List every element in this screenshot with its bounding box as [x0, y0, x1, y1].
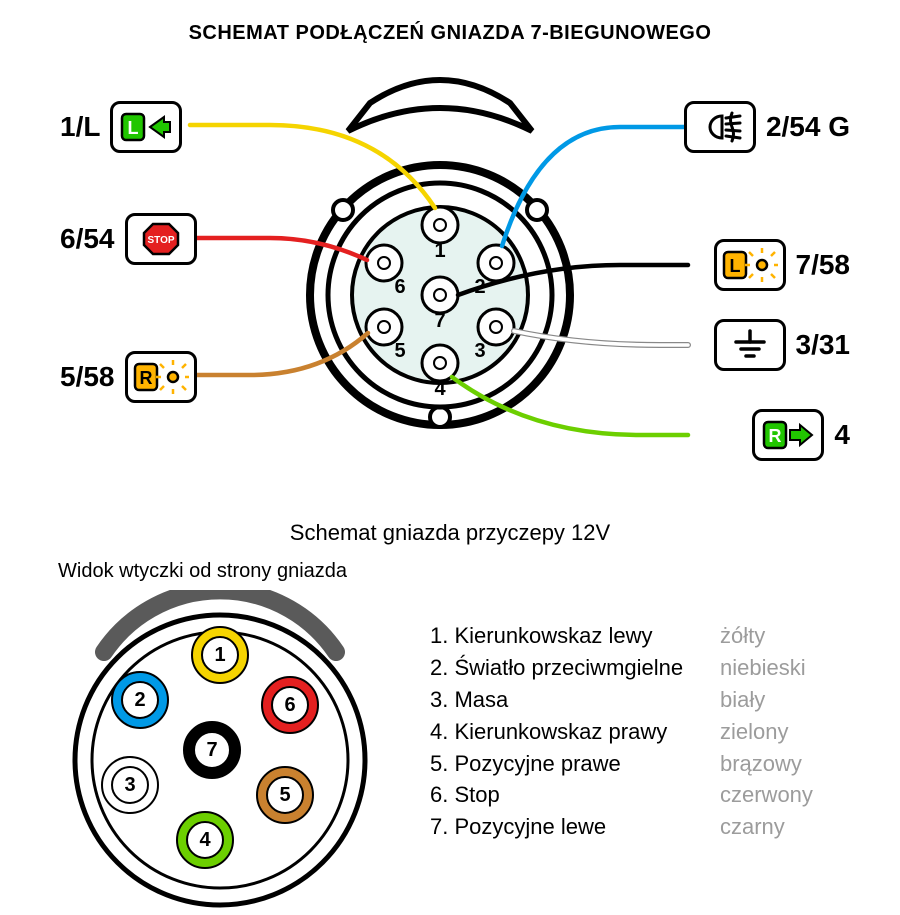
plug-pin-3: 3: [101, 756, 159, 814]
pin-7-label: 7/58 L: [714, 239, 851, 291]
legend-desc-1: 1. Kierunkowskaz lewy: [430, 620, 720, 652]
pin-4-code: 4: [834, 419, 850, 451]
svg-text:4: 4: [434, 378, 446, 400]
svg-text:1: 1: [434, 240, 445, 262]
svg-text:7: 7: [434, 310, 445, 332]
svg-text:3: 3: [474, 340, 485, 362]
fog-light-icon: [684, 101, 756, 153]
svg-text:L: L: [729, 256, 740, 276]
svg-text:6: 6: [394, 276, 405, 298]
plug-pin-1: 1: [191, 626, 249, 684]
pin-7-code: 7/58: [796, 249, 851, 281]
svg-text:R: R: [769, 426, 782, 446]
stop-icon: STOP: [125, 213, 197, 265]
legend-desc-4: 4. Kierunkowskaz prawy: [430, 716, 720, 748]
svg-text:2: 2: [474, 276, 485, 298]
socket-body: [310, 80, 570, 427]
legend-row-2: 2. Światło przeciwmgielneniebieski: [430, 652, 813, 684]
plug-pin-6: 6: [261, 676, 319, 734]
plug-pin-5-number: 5: [266, 776, 304, 814]
legend-desc-2: 2. Światło przeciwmgielne: [430, 652, 720, 684]
right-turn-icon: R: [752, 409, 824, 461]
left-turn-icon: L: [110, 101, 182, 153]
legend-color-3: biały: [720, 684, 765, 716]
pin-5-code: 5/58: [60, 361, 115, 393]
pin-2-code: 2/54 G: [766, 111, 850, 143]
pin-3-label: 3/31: [714, 319, 851, 371]
ground-icon: [714, 319, 786, 371]
legend-desc-6: 6. Stop: [430, 779, 720, 811]
pin-2-label: 2/54 G: [684, 101, 850, 153]
plug-pin-1-number: 1: [201, 636, 239, 674]
upper-subtitle: Schemat gniazda przyczepy 12V: [0, 520, 900, 546]
pin-6-code: 6/54: [60, 223, 115, 255]
svg-text:STOP: STOP: [147, 235, 174, 246]
legend-color-5: brązowy: [720, 748, 802, 780]
legend-desc-5: 5. Pozycyjne prawe: [430, 748, 720, 780]
plug-pin-4-number: 4: [186, 821, 224, 859]
legend-color-7: czarny: [720, 811, 785, 843]
pin-4-label: 4 R: [752, 409, 850, 461]
svg-text:5: 5: [394, 340, 405, 362]
legend-color-1: żółty: [720, 620, 765, 652]
svg-text:L: L: [128, 118, 139, 138]
legend-row-3: 3. Masabiały: [430, 684, 813, 716]
pin-6-label: 6/54 STOP: [60, 213, 197, 265]
right-parking-icon: R: [125, 351, 197, 403]
page-title: SCHEMAT PODŁĄCZEŃ GNIAZDA 7-BIEGUNOWEGO: [0, 0, 900, 45]
legend-color-2: niebieski: [720, 652, 806, 684]
legend-row-7: 7. Pozycyjne leweczarny: [430, 811, 813, 843]
legend-row-5: 5. Pozycyjne prawebrązowy: [430, 748, 813, 780]
plug-pin-7: 7: [183, 721, 241, 779]
legend-color-4: zielony: [720, 716, 788, 748]
legend-desc-7: 7. Pozycyjne lewe: [430, 811, 720, 843]
legend-row-1: 1. Kierunkowskaz lewyżółty: [430, 620, 813, 652]
plug-title: Widok wtyczki od strony gniazda: [58, 560, 870, 583]
legend-color-6: czerwony: [720, 779, 813, 811]
left-parking-icon: L: [714, 239, 786, 291]
legend: 1. Kierunkowskaz lewyżółty2. Światło prz…: [430, 620, 813, 843]
legend-row-6: 6. Stopczerwony: [430, 779, 813, 811]
socket-pins: 1 2 3 4 5 6 7: [366, 207, 514, 400]
pin-1-code: 1/L: [60, 111, 100, 143]
pin-3-code: 3/31: [796, 329, 851, 361]
pin-1-label: 1/L L: [60, 101, 182, 153]
pin-5-label: 5/58 R: [60, 351, 197, 403]
svg-text:R: R: [139, 368, 152, 388]
plug-pin-5: 5: [256, 766, 314, 824]
legend-row-4: 4. Kierunkowskaz prawyzielony: [430, 716, 813, 748]
plug-pin-6-number: 6: [271, 686, 309, 724]
plug-pin-2-number: 2: [121, 681, 159, 719]
legend-desc-3: 3. Masa: [430, 684, 720, 716]
plug-pin-4: 4: [176, 811, 234, 869]
plug-pin-7-number: 7: [193, 731, 231, 769]
plug-pin-3-number: 3: [111, 766, 149, 804]
plug-pin-2: 2: [111, 671, 169, 729]
plug-diagram: 1 2 34 5 6 7: [50, 590, 390, 915]
upper-diagram: 1 2 3 4 5 6 7: [20, 55, 860, 525]
lower-section: Widok wtyczki od strony gniazda 1234567 …: [30, 560, 870, 880]
